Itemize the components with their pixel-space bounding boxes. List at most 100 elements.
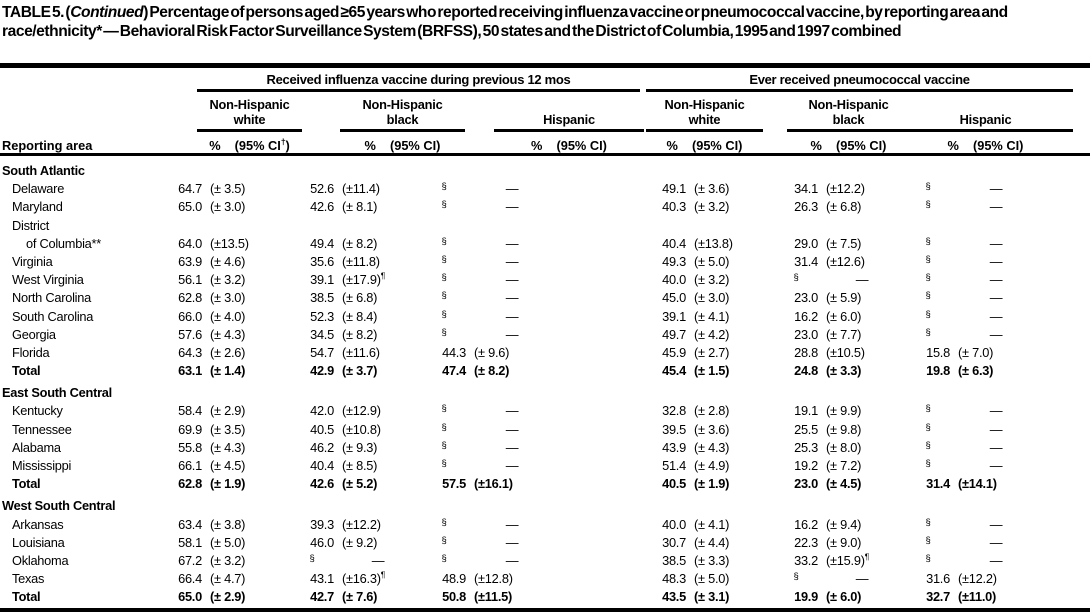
cell-influenza-black-ci: (± 5.2)	[342, 476, 378, 492]
cell-pneumo-hispanic-pct	[906, 497, 950, 515]
cell-influenza-hispanic-ci: (± 8.2)	[474, 363, 510, 379]
cell-pneumo-black-pct: 22.3	[794, 534, 818, 550]
cell-pneumo-hispanic-ci: —	[989, 421, 1003, 437]
row-label: Maryland	[12, 199, 63, 215]
cell-pneumo-white-ci: (± 4.4)	[694, 534, 730, 550]
cell-influenza-white-pct: 58.4	[178, 403, 202, 419]
row-label: Oklahoma	[12, 552, 69, 568]
row-right-pad	[1042, 180, 1090, 198]
cell-pneumo-black-ci: (± 9.8)	[826, 421, 862, 437]
column-gap	[558, 253, 646, 271]
cell-pneumo-hispanic-ci: (±12.2)	[958, 571, 997, 587]
cell-influenza-black-ci: (± 7.6)	[342, 589, 378, 605]
cell-influenza-white-pct: 55.8	[178, 439, 202, 455]
table-row: Oklahoma 67.2 (± 3.2) § — § — 38.5 (± 3.…	[0, 552, 1090, 570]
cell-influenza-black-pct: 38.5	[310, 290, 334, 306]
cell-influenza-black-pct: 42.9	[310, 363, 334, 379]
row-right-pad	[1042, 439, 1090, 457]
cell-pneumo-hispanic-pct: §	[925, 290, 931, 302]
column-gap	[558, 588, 646, 606]
column-gap	[558, 552, 646, 570]
subgroup-label-line1: Non-Hispanic	[362, 97, 443, 112]
cell-pneumo-hispanic-ci: —	[989, 439, 1003, 455]
cell-influenza-hispanic-ci: (±11.5)	[474, 589, 512, 605]
cell-influenza-hispanic-ci: —	[505, 458, 519, 473]
cell-pneumo-white-pct: 49.1	[662, 181, 686, 197]
cell-pneumo-hispanic-pct: §	[925, 181, 931, 193]
cell-pneumo-hispanic-ci: (±14.1)	[958, 476, 997, 492]
cell-pneumo-hispanic-ci: —	[989, 326, 1003, 342]
cell-pneumo-black-ci: (± 5.9)	[826, 290, 862, 306]
cell-pneumo-hispanic-pct: §	[925, 552, 931, 564]
subgroup-label-line2: white	[233, 112, 266, 127]
cell-influenza-white-pct	[162, 384, 202, 402]
table-row: Maryland 65.0 (± 3.0) 42.6 (± 8.1) § — 4…	[0, 198, 1090, 216]
cell-influenza-white-ci: (± 4.6)	[210, 253, 246, 269]
cell-pneumo-hispanic-ci: —	[989, 181, 1003, 197]
row-right-pad	[1042, 326, 1090, 344]
cell-influenza-hispanic-pct	[422, 217, 466, 235]
table-row: of Columbia** 64.0 (±13.5) 49.4 (± 8.2) …	[0, 235, 1090, 253]
column-gap	[558, 516, 646, 534]
cell-influenza-hispanic-pct: §	[441, 516, 447, 528]
cell-influenza-white-ci: (± 4.3)	[210, 326, 246, 342]
cell-influenza-white-pct: 63.9	[178, 253, 202, 269]
cell-pneumo-white-pct: 40.4	[662, 235, 686, 251]
cell-influenza-hispanic-ci: (±12.8)	[474, 571, 513, 587]
cell-pneumo-black-ci: (± 7.7)	[826, 326, 862, 342]
subgroup-label-line1: Non-Hispanic	[808, 97, 889, 112]
cell-influenza-hispanic-ci: —	[505, 181, 519, 197]
subgroup-header-row: Non-Hispanic white Non-Hispanic black Hi…	[0, 92, 1090, 132]
cell-pneumo-black-ci: (±12.6)	[826, 253, 865, 269]
cell-influenza-hispanic-pct: 44.3	[442, 344, 466, 360]
cell-influenza-white-ci: (± 4.0)	[210, 308, 246, 324]
row-right-pad	[1042, 217, 1090, 235]
cell-influenza-black-pct: 43.1	[310, 571, 334, 587]
row-label: Total	[12, 476, 41, 492]
cell-influenza-black-ci: (±11.4)	[342, 181, 380, 197]
cell-influenza-black-pct: 40.4	[310, 458, 334, 473]
table-row: Tennessee 69.9 (± 3.5) 40.5 (±10.8) § — …	[0, 421, 1090, 439]
cell-pneumo-white-ci: (± 3.6)	[694, 181, 730, 197]
row-label: East South Central	[2, 385, 112, 401]
column-gap	[558, 271, 646, 289]
cell-influenza-hispanic-ci	[466, 384, 558, 402]
cell-influenza-black-ci: (±10.8)	[342, 421, 381, 437]
cell-pneumo-black-ci: (± 8.0)	[826, 439, 862, 455]
ci-header: (95% CI)	[556, 138, 607, 153]
cell-pneumo-hispanic-pct: 32.7	[926, 589, 950, 605]
cell-influenza-hispanic-pct: §	[441, 290, 447, 302]
table-row: Delaware 64.7 (± 3.5) 52.6 (±11.4) § — 4…	[0, 180, 1090, 198]
cell-influenza-white-pct: 58.1	[178, 534, 202, 550]
cell-influenza-black-pct: 52.3	[310, 308, 334, 324]
cell-influenza-black-pct	[290, 217, 334, 235]
cell-pneumo-hispanic-ci: —	[989, 516, 1003, 532]
cell-pneumo-black-ci	[818, 497, 906, 515]
cell-influenza-white-pct: 66.0	[178, 308, 202, 324]
cell-influenza-black-pct: 42.6	[310, 199, 334, 215]
cell-pneumo-white-ci: (± 4.1)	[694, 308, 730, 324]
cell-influenza-white-pct	[162, 497, 202, 515]
cell-pneumo-black-pct: 19.9	[794, 589, 818, 605]
ci-header: (95% CI)	[972, 138, 1024, 153]
cell-pneumo-hispanic-pct	[906, 384, 950, 402]
table-row: Virginia 63.9 (± 4.6) 35.6 (±11.8) § — 4…	[0, 253, 1090, 271]
cell-influenza-white-pct: 66.4	[178, 571, 202, 587]
column-gap	[558, 402, 646, 420]
cell-influenza-black-pct: 39.1	[310, 272, 334, 288]
cell-pneumo-white-pct: 40.0	[662, 516, 686, 532]
row-label: Tennessee	[12, 421, 72, 437]
cell-influenza-black-ci: (± 3.7)	[342, 363, 378, 379]
cell-influenza-black-pct: 52.6	[310, 181, 334, 197]
cell-influenza-black-ci	[334, 497, 422, 515]
col-headers-pneumo-hispanic: % (95% CI)	[898, 132, 1073, 153]
cell-influenza-black-ci: (±11.6)	[342, 344, 380, 360]
row-right-pad	[1042, 198, 1090, 216]
cell-pneumo-white-ci: (± 3.2)	[694, 199, 730, 215]
cell-pneumo-hispanic-ci: (±11.0)	[958, 589, 996, 605]
group-header-row: Received influenza vaccine during previo…	[0, 70, 1090, 92]
page-title: TABLE 5. (Continued) Percentage of perso…	[2, 3, 1088, 41]
cell-pneumo-white-pct	[646, 217, 686, 235]
cell-pneumo-white-ci: (± 3.0)	[694, 290, 730, 306]
cell-pneumo-black-ci: (± 3.3)	[826, 363, 862, 379]
